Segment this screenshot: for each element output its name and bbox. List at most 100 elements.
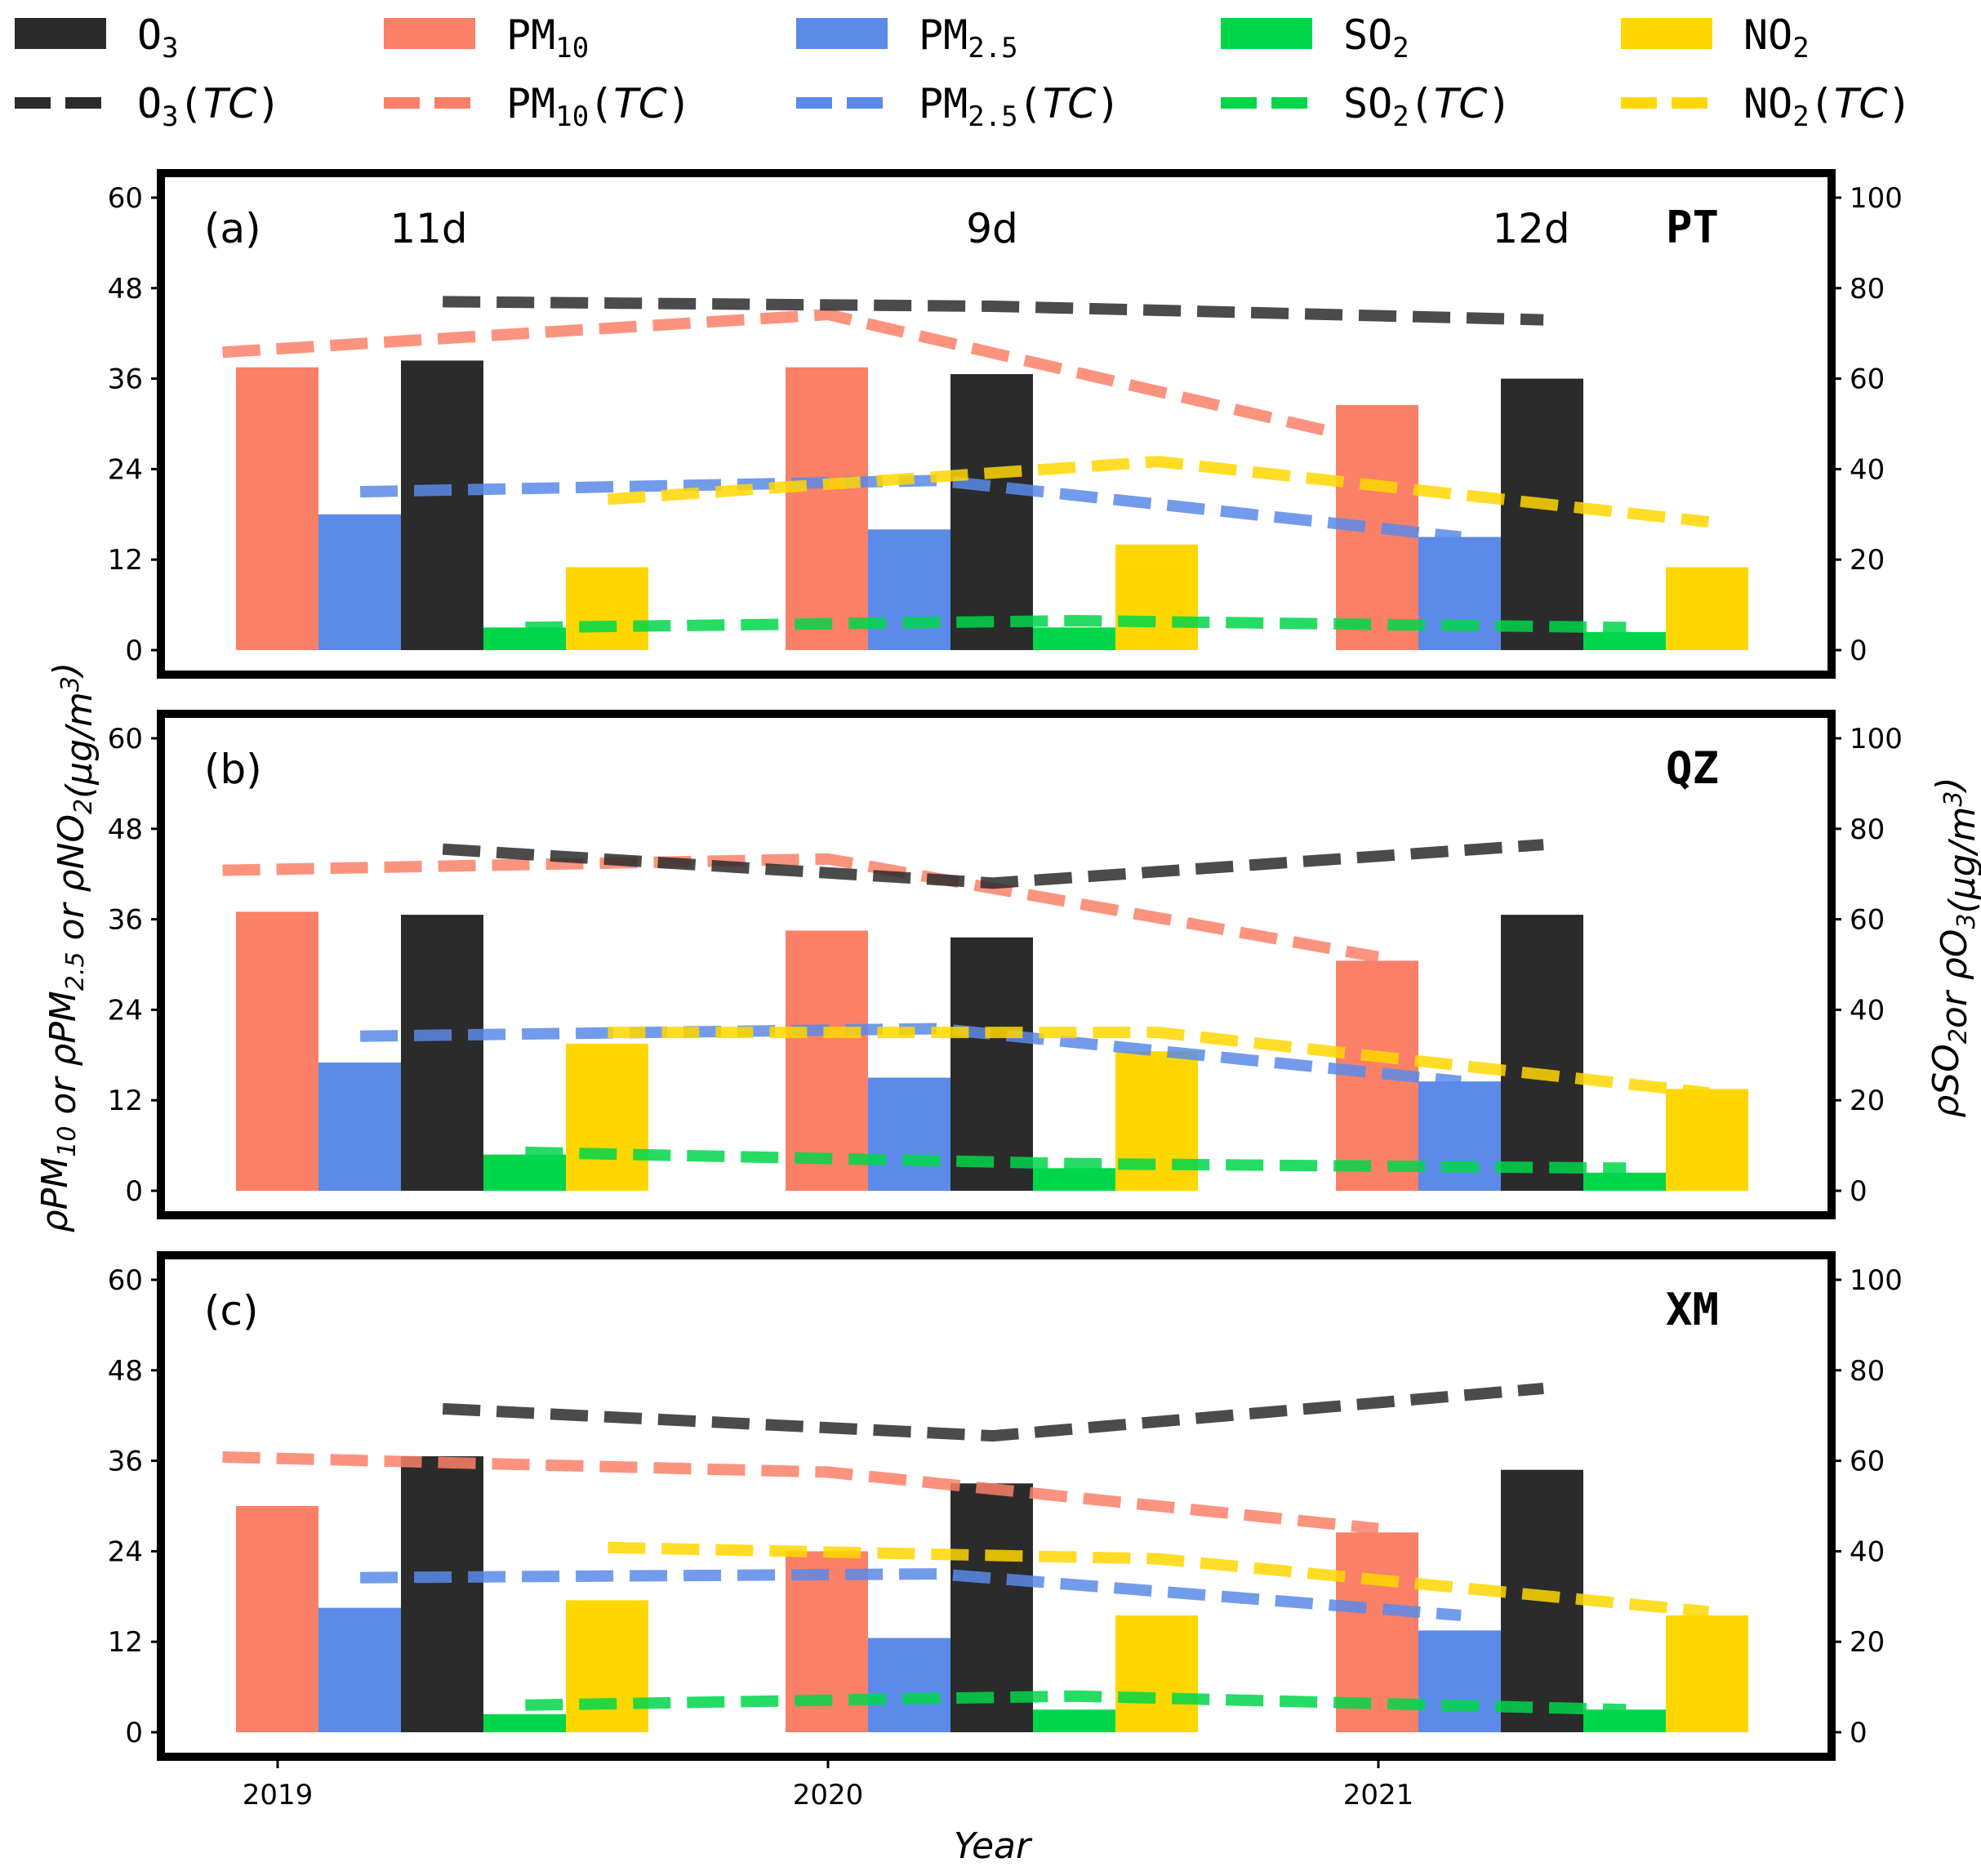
right-tick-label: 0 (1850, 635, 1867, 667)
bar-so2-2020 (1033, 627, 1115, 650)
bar-pm2.5-2019 (318, 1063, 401, 1191)
bar-o3-2021 (1501, 915, 1583, 1191)
tc-line-no2 (607, 456, 1710, 528)
tc-line-pm2.5 (360, 1568, 1462, 1621)
bar-pm10-2020 (786, 367, 868, 650)
bar-so2-2019 (483, 1713, 566, 1732)
tc-line-pm10 (222, 853, 1380, 963)
legend: O3 PM10 PM2.5 SO2 NO2 O3(TC) PM10(TC) PM2.5(TC)… (15, 11, 1912, 133)
tc-line-so2 (525, 1690, 1627, 1716)
left-tick-label: 60 (108, 182, 143, 215)
right-tick-label: 40 (1850, 994, 1885, 1027)
legend-label-pm10: PM10 (506, 11, 589, 65)
bar-so2-2019 (483, 1154, 566, 1191)
left-tick-label: 48 (108, 273, 143, 305)
right-tick-label: 60 (1850, 1446, 1885, 1478)
x-axis-label: Year (954, 1825, 1033, 1867)
legend-label-o3: O3 (137, 11, 179, 65)
panels: 0 12 24 36 48 60 0 20 40 60 80 100 (a) PT 11d 9d 12d 0 12 2… (108, 169, 1903, 1811)
bar-pm10-2020 (786, 930, 868, 1191)
site-label: XM (1666, 1284, 1719, 1335)
left-tick-label: 0 (125, 1175, 143, 1208)
legend-label-so2: SO2 (1343, 11, 1409, 65)
tc-line-o3 (442, 839, 1544, 889)
right-tick-label: 0 (1850, 1717, 1867, 1749)
bar-so2-2021 (1583, 631, 1666, 650)
panel-id: (c) (204, 1287, 259, 1335)
day-label: 11d (390, 205, 467, 252)
bar-pm2.5-2020 (868, 1638, 950, 1732)
right-tick-label: 80 (1850, 813, 1885, 846)
bar-so2-2021 (1583, 1172, 1666, 1191)
panel-frame (157, 710, 1836, 1219)
legend-label-no2: NO2 (1743, 11, 1810, 65)
bar-pm2.5-2021 (1418, 1630, 1501, 1732)
left-tick-label: 60 (108, 1264, 143, 1297)
bar-no2-2019 (566, 1600, 648, 1732)
day-label: 9d (966, 205, 1018, 252)
legend-label-no2(tc): NO2(TC) (1743, 80, 1912, 133)
left-tick-label: 0 (125, 635, 143, 667)
left-tick-label: 60 (108, 723, 143, 755)
x-tick-label-2019: 2019 (243, 1779, 314, 1811)
tc-line-pm10 (222, 309, 1380, 448)
left-tick-label: 0 (125, 1717, 143, 1749)
bar-no2-2020 (1115, 544, 1198, 650)
bar-o3-2020 (950, 1483, 1033, 1732)
bar-o3-2021 (1501, 378, 1583, 650)
bar-no2-2021 (1666, 1089, 1748, 1191)
panel-qz: 0 12 24 36 48 60 0 20 40 60 80 100 (b) QZ (108, 710, 1903, 1219)
day-label: 12d (1492, 205, 1569, 252)
bar-o3-2020 (950, 937, 1033, 1191)
bar-no2-2021 (1666, 567, 1748, 650)
left-tick-label: 48 (108, 1355, 143, 1388)
right-tick-label: 40 (1850, 453, 1885, 486)
y-axis-label-left: ρPM10 or ρPM2.5 or ρNO2(μg/m3) (34, 662, 100, 1232)
panel-id: (a) (204, 205, 261, 252)
bar-no2-2019 (566, 1043, 648, 1191)
bar-pm10-2019 (236, 911, 318, 1191)
tc-line-pm2.5 (360, 1023, 1462, 1088)
left-tick-label: 36 (108, 1446, 143, 1478)
left-tick-label: 24 (108, 453, 143, 486)
legend-swatch-pm2.5 (796, 18, 888, 49)
legend-label-pm10(tc): PM10(TC) (506, 80, 692, 133)
bar-pm10-2019 (236, 367, 318, 650)
tc-line-so2 (525, 614, 1627, 634)
left-tick-label: 12 (108, 1626, 143, 1659)
left-tick-label: 12 (108, 544, 143, 577)
panel-xm: 0 12 24 36 48 60 0 20 40 60 80 100 (c) XM 2019 2020 2021 (108, 1251, 1903, 1811)
bar-o3-2019 (401, 360, 483, 650)
bar-so2-2020 (1033, 1168, 1115, 1191)
legend-label-pm2.5(tc): PM2.5(TC) (919, 80, 1120, 133)
bar-no2-2019 (566, 567, 648, 650)
left-tick-label: 24 (108, 1535, 143, 1568)
bar-no2-2020 (1115, 1615, 1198, 1732)
right-tick-label: 100 (1850, 723, 1903, 755)
right-tick-label: 100 (1850, 1264, 1903, 1297)
left-tick-label: 36 (108, 904, 143, 937)
bar-o3-2020 (950, 374, 1033, 650)
panel-frame (157, 1251, 1836, 1761)
panel-pt: 0 12 24 36 48 60 0 20 40 60 80 100 (a) PT 11d 9d 12d (108, 169, 1903, 679)
bar-so2-2020 (1033, 1709, 1115, 1732)
left-tick-label: 48 (108, 813, 143, 846)
right-tick-label: 100 (1850, 182, 1903, 215)
tc-line-no2 (608, 1541, 1710, 1618)
legend-label-so2(tc): SO2(TC) (1343, 80, 1511, 133)
y-axis-label-right: ρSO2or ρO3(μg/m3) (1925, 777, 1981, 1117)
legend-label-o3(tc): O3(TC) (137, 80, 281, 133)
right-tick-label: 20 (1850, 544, 1885, 577)
legend-swatch-o3 (15, 18, 106, 49)
site-label: PT (1666, 202, 1719, 253)
tc-line-o3 (443, 296, 1544, 326)
bar-pm2.5-2019 (318, 514, 401, 650)
panel-id: (b) (204, 746, 262, 793)
right-tick-label: 80 (1850, 273, 1885, 305)
right-tick-label: 20 (1850, 1085, 1885, 1117)
legend-swatch-pm10 (384, 18, 475, 49)
legend-swatch-no2 (1621, 18, 1712, 49)
legend-label-pm2.5: PM2.5 (919, 11, 1018, 65)
tc-line-pm2.5 (359, 475, 1462, 543)
